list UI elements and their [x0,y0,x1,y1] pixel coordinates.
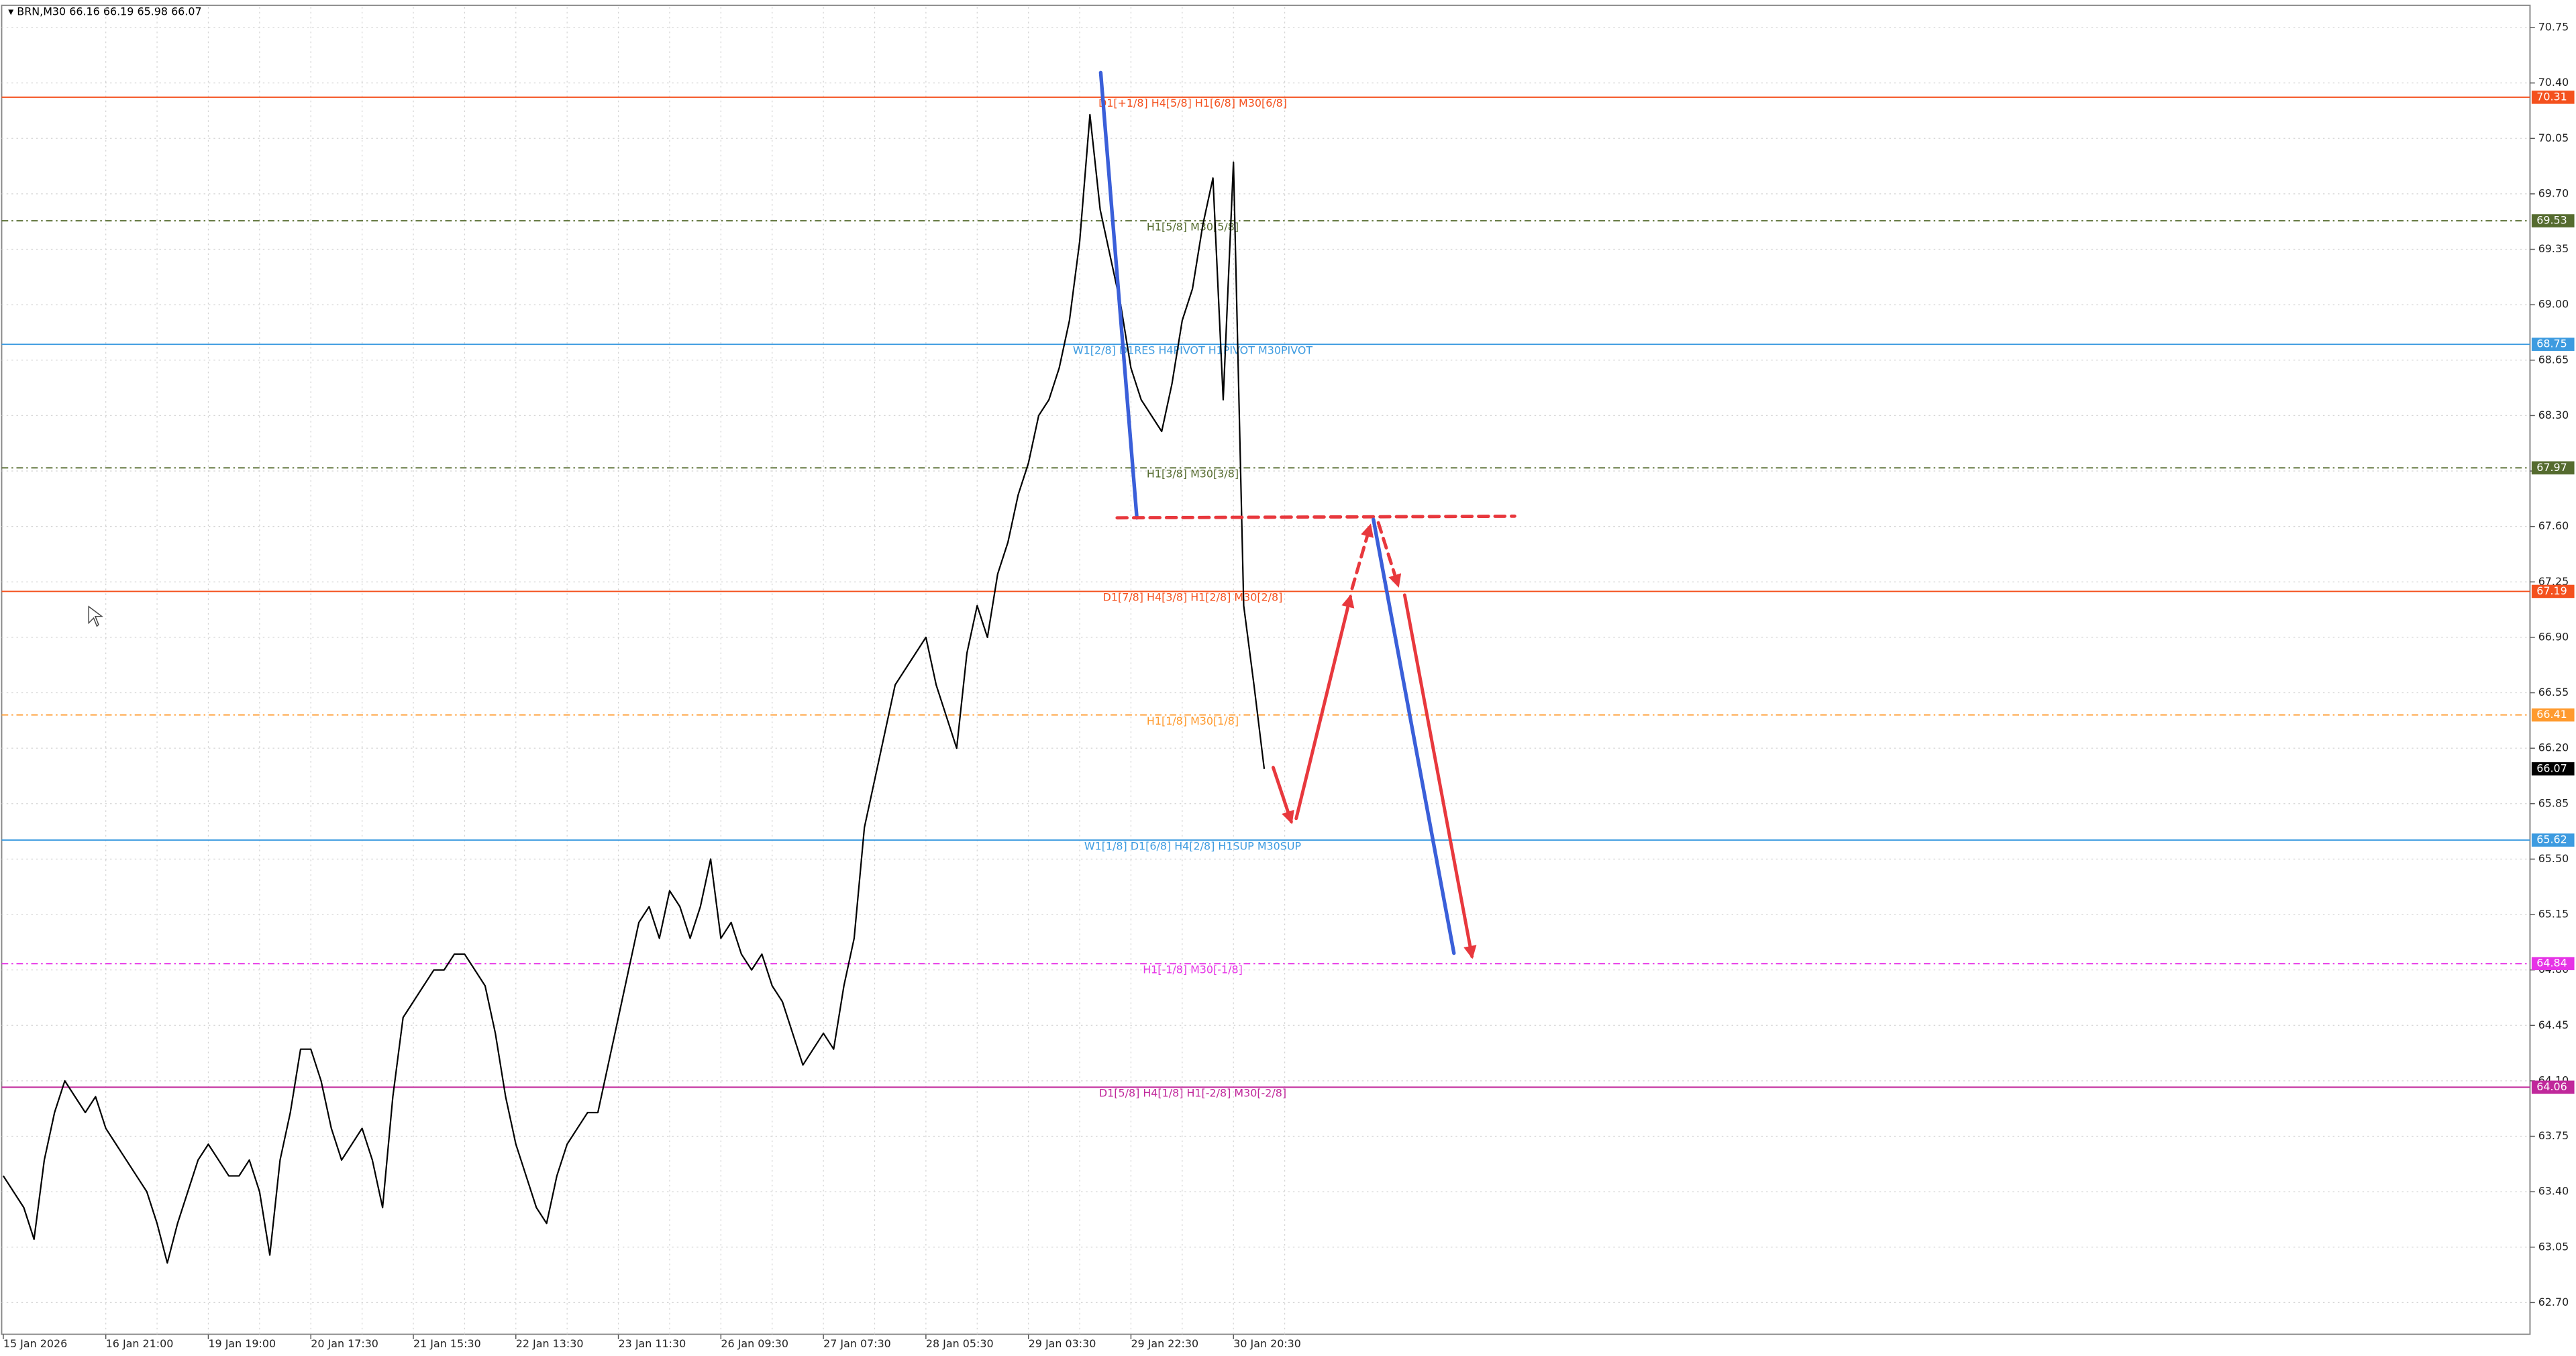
x-tick-label: 26 Jan 09:30 [721,1337,788,1350]
chart-header: ▾ BRN,M30 66.16 66.19 65.98 66.07 [8,5,201,17]
level-label: H1[-1/8] M30[-1/8] [1143,963,1243,976]
price-line [2,113,1266,1264]
y-tick-label: 70.40 [2538,76,2569,89]
price-tag [2531,91,2575,104]
high: 66.19 [103,5,134,17]
y-tick-label: 65.50 [2538,852,2569,865]
level-label: H1[3/8] M30[3/8] [1147,468,1239,480]
x-tick-label: 30 Jan 20:30 [1233,1337,1301,1350]
red-arrow-dashed [1376,521,1402,588]
current-price-label: 66.07 [2536,762,2567,774]
y-tick-label: 65.15 [2538,908,2569,921]
y-tick-label: 67.25 [2538,575,2569,588]
red-dashed-level [1115,514,1516,520]
red-arrow-dashed [1350,523,1374,590]
annotations [88,70,1516,959]
price-tag-label: 66.41 [2536,708,2567,721]
price-tag-label: 65.62 [2536,833,2567,846]
x-tick-label: 16 Jan 21:00 [106,1337,174,1350]
price-tag-label: 68.75 [2536,337,2567,350]
price-tag [2531,708,2575,722]
x-tick-label: 22 Jan 13:30 [516,1337,584,1350]
y-tick-label: 67.60 [2538,519,2569,532]
y-tick-label: 68.65 [2538,353,2569,366]
price-tag-label: 64.06 [2536,1080,2567,1093]
x-tick-label: 19 Jan 19:00 [208,1337,276,1350]
x-tick-label: 21 Jan 15:30 [413,1337,481,1350]
levels: D1[+1/8] H4[5/8] H1[6/8] M30[6/8] H1[5/8]… [1,96,2530,1100]
y-tick-label: 63.05 [2538,1240,2569,1253]
x-tick-label: 27 Jan 07:30 [823,1337,891,1350]
price-tag [2531,833,2575,847]
series [2,113,1266,1264]
level-label: H1[5/8] M30[5/8] [1147,220,1239,233]
y-tick-label: 64.45 [2538,1019,2569,1031]
red-arrow [1294,594,1355,821]
level-label: D1[5/8] H4[1/8] H1[-2/8] M30[-2/8] [1099,1087,1286,1100]
cursor [88,605,104,627]
red-arrow [1402,593,1477,959]
arrow: ▾ [8,5,17,17]
price-tag-label: 69.53 [2536,214,2567,227]
current-price-tag [2531,762,2575,776]
y-tick-label: 68.30 [2538,409,2569,421]
level-label: H1[1/8] M30[1/8] [1147,715,1239,727]
x-tick-label: 28 Jan 05:30 [926,1337,994,1350]
y-tick-label: 70.05 [2538,132,2569,144]
level-label: W1[1/8] D1[6/8] H4[2/8] H1SUP M30SUP [1084,839,1302,852]
close: 66.07 [171,5,202,17]
level-label: D1[+1/8] H4[5/8] H1[6/8] M30[6/8] [1098,97,1287,109]
y-tick-label: 66.55 [2538,686,2569,698]
y-tick-label: 65.85 [2538,796,2569,809]
blue-trend [1372,517,1456,955]
price-tag-label: 67.19 [2536,584,2567,597]
price-tag-label: 70.31 [2536,90,2567,103]
plot-frame [1,4,2531,1335]
level-label: W1[2/8] D1RES H4PIVOT H1PIVOT M30PIVOT [1073,344,1312,356]
price-tag [2531,214,2575,227]
y-tick-label: 70.75 [2538,21,2569,34]
axes: 62.7063.0563.4063.7564.1064.4564.8065.15… [3,21,2575,1350]
symbol: BRN,M30 [17,5,66,17]
y-tick-label: 69.00 [2538,298,2569,311]
price-tag [2531,584,2575,598]
y-tick-label: 63.75 [2538,1129,2569,1142]
x-tick-label: 29 Jan 22:30 [1131,1337,1198,1350]
x-tick-label: 29 Jan 03:30 [1029,1337,1096,1350]
x-tick-label: 15 Jan 2026 [3,1337,67,1350]
price-tag [2531,957,2575,971]
y-tick-label: 69.70 [2538,187,2569,199]
blue-trend [1098,70,1139,520]
price-tag [2531,461,2575,475]
red-arrow [1272,766,1294,825]
price-tag-label: 67.97 [2536,461,2567,474]
y-tick-label: 62.70 [2538,1296,2569,1308]
open: 66.16 [69,5,100,17]
price-tag [2531,1080,2575,1094]
price-tag [2531,337,2575,351]
level-label: D1[7/8] H4[3/8] H1[2/8] M30[2/8] [1103,591,1283,604]
x-tick-label: 23 Jan 11:30 [619,1337,686,1350]
price-tag-label: 64.84 [2536,957,2567,970]
y-tick-label: 66.90 [2538,630,2569,643]
x-tick-label: 20 Jan 17:30 [311,1337,378,1350]
y-tick-label: 69.35 [2538,242,2569,255]
low: 65.98 [137,5,168,17]
y-tick-label: 66.20 [2538,741,2569,754]
y-tick-label: 63.40 [2538,1185,2569,1198]
